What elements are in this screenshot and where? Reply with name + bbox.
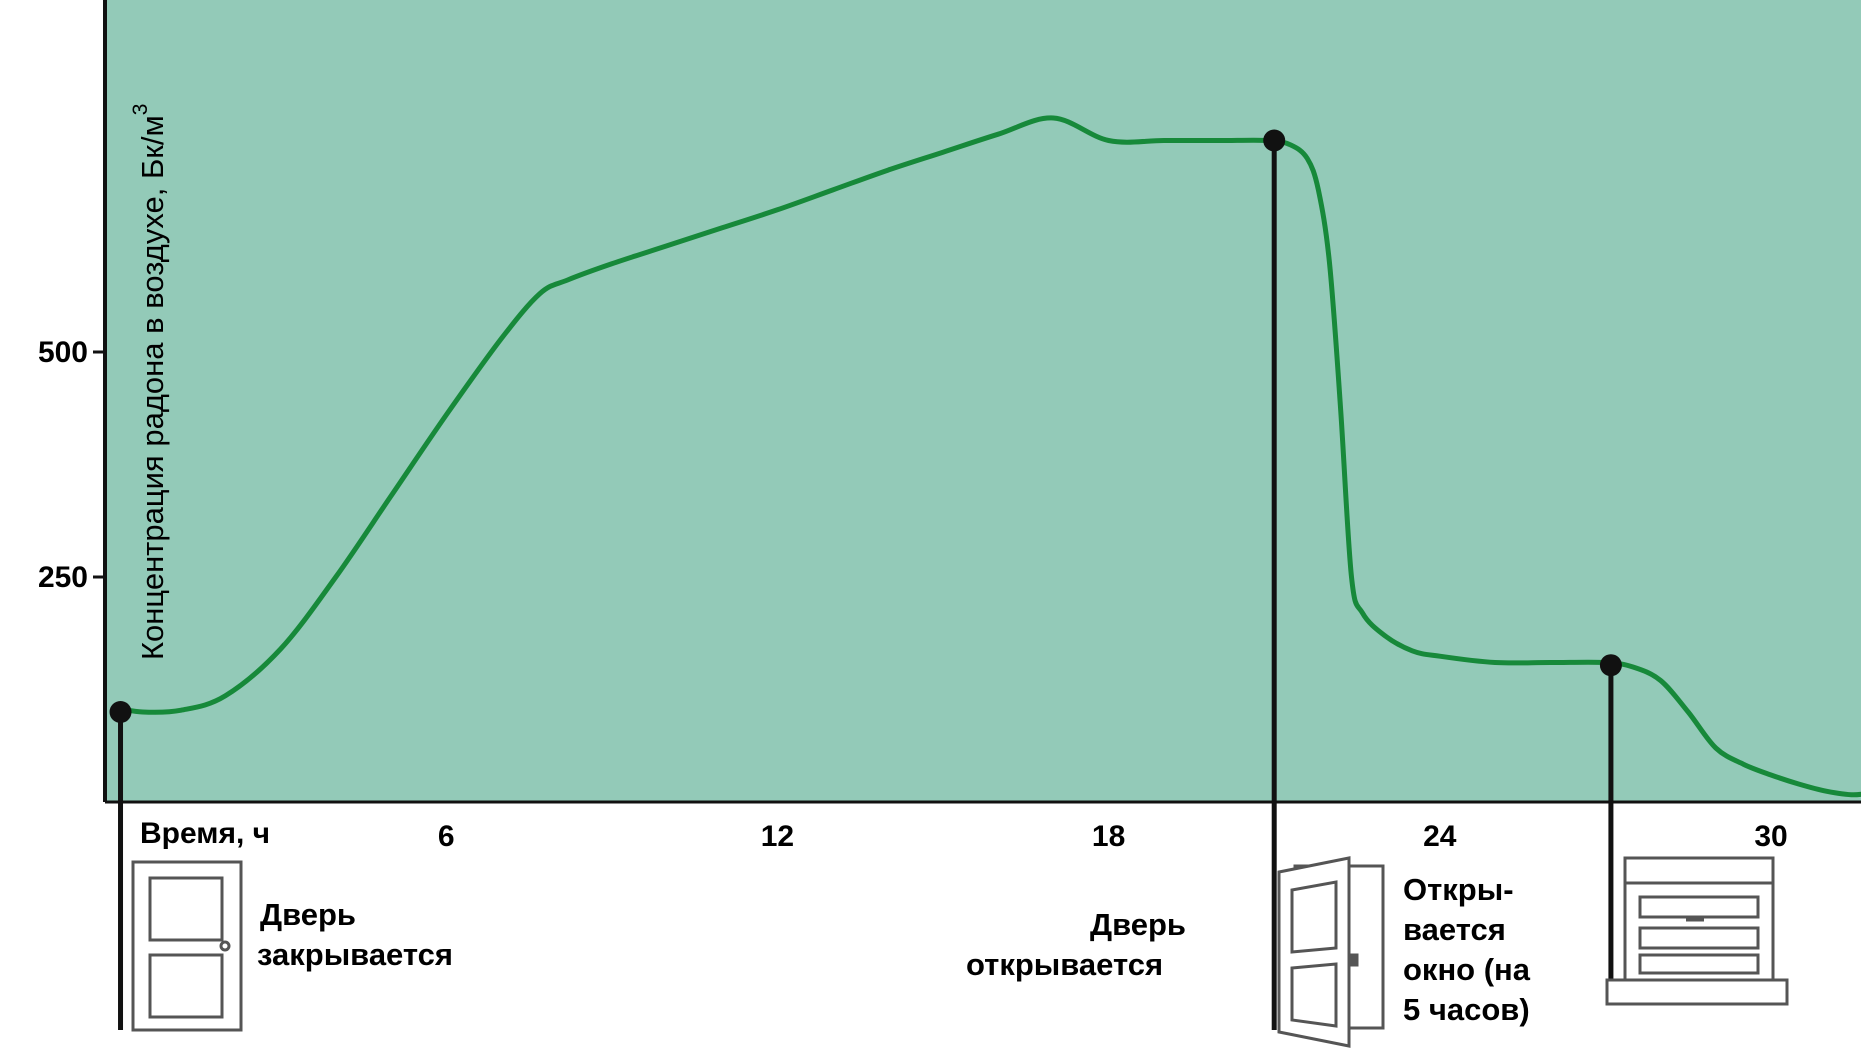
event-label-window-opens-line-3: окно (на	[1403, 952, 1531, 987]
y-axis-label: Концентрация радона в воздухе, Бк/м3	[129, 104, 170, 660]
event-label-window-opens: Откры- вается окно (на 5 часов)	[1403, 872, 1539, 1027]
event-label-window-opens-line-4: 5 часов)	[1403, 992, 1530, 1027]
event-label-door-opens: Дверь открывается	[966, 907, 1195, 982]
x-tick-label-30: 30	[1754, 820, 1787, 853]
y-axis-label-superscript: 3	[129, 104, 152, 116]
x-axis-label: Время, ч	[140, 817, 270, 850]
event-label-door-closes: Дверь закрывается	[257, 897, 453, 972]
event-marker-1	[109, 701, 132, 723]
y-tick-label-250: 250	[38, 561, 88, 594]
y-tick-label-500: 500	[38, 336, 88, 369]
y-axis-label-text: Концентрация радона в воздухе, Бк/м	[135, 115, 170, 660]
x-tick-label-24: 24	[1423, 820, 1457, 853]
closed-door-icon	[131, 860, 243, 1032]
event-label-window-opens-line-2: вается	[1403, 912, 1506, 947]
event-label-door-opens-line-2: открывается	[966, 947, 1163, 982]
x-tick-label-12: 12	[761, 820, 794, 853]
event-label-window-opens-line-1: Откры-	[1403, 872, 1514, 907]
event-label-door-closes-line-1: Дверь	[260, 897, 356, 932]
event-label-door-closes-line-2: закрывается	[257, 937, 453, 972]
x-tick-label-6: 6	[438, 820, 455, 853]
event-label-door-opens-line-1: Дверь	[1090, 907, 1186, 942]
x-tick-label-18: 18	[1092, 820, 1125, 853]
event-marker-2	[1263, 129, 1286, 152]
event-marker-3	[1599, 654, 1622, 677]
open-door-icon	[1277, 856, 1385, 1048]
window-icon	[1605, 856, 1789, 1006]
plot-background	[105, 0, 1861, 802]
svg-text:Концентрация радона в воздухе,: Концентрация радона в воздухе, Бк/м3	[129, 104, 170, 660]
